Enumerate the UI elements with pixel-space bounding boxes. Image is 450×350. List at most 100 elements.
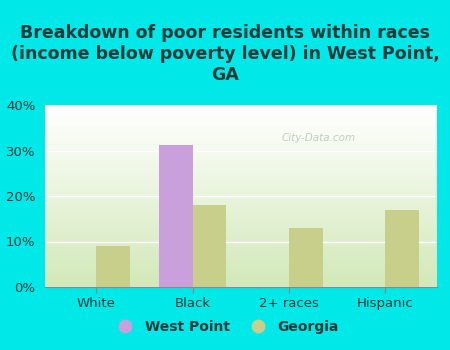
- Bar: [159, 145, 193, 287]
- Bar: [45, 285, 436, 287]
- Bar: [45, 147, 436, 149]
- Bar: [45, 241, 436, 243]
- Bar: [45, 214, 436, 216]
- Bar: [45, 114, 436, 116]
- Bar: [45, 234, 436, 236]
- Bar: [45, 227, 436, 229]
- Bar: [45, 271, 436, 272]
- Bar: [96, 246, 130, 287]
- Bar: [45, 181, 436, 183]
- Bar: [45, 222, 436, 223]
- Bar: [45, 207, 436, 209]
- Bar: [45, 140, 436, 141]
- Bar: [45, 202, 436, 203]
- Bar: [45, 223, 436, 225]
- Bar: [45, 121, 436, 123]
- Bar: [45, 163, 436, 165]
- Bar: [45, 258, 436, 260]
- Bar: [45, 252, 436, 254]
- Bar: [45, 220, 436, 222]
- Bar: [45, 134, 436, 136]
- Bar: [45, 131, 436, 132]
- Bar: [45, 107, 436, 108]
- Bar: [45, 240, 436, 242]
- Bar: [45, 170, 436, 172]
- Bar: [45, 281, 436, 284]
- Bar: [45, 232, 436, 234]
- Bar: [45, 261, 436, 263]
- Bar: [45, 212, 436, 214]
- Bar: [45, 209, 436, 211]
- Bar: [45, 216, 436, 218]
- Bar: [45, 160, 436, 161]
- Bar: [45, 267, 436, 269]
- Bar: [45, 118, 436, 120]
- Bar: [45, 189, 436, 190]
- Bar: [45, 112, 436, 114]
- Bar: [45, 108, 436, 111]
- Bar: [45, 145, 436, 147]
- Bar: [45, 183, 436, 185]
- Bar: [45, 218, 436, 220]
- Bar: [45, 105, 436, 107]
- Bar: [45, 272, 436, 274]
- Bar: [45, 263, 436, 265]
- Bar: [45, 269, 436, 271]
- Bar: [45, 198, 436, 199]
- Bar: [45, 229, 436, 231]
- Bar: [45, 185, 436, 187]
- Bar: [45, 194, 436, 196]
- Bar: [45, 247, 436, 249]
- Bar: [45, 172, 436, 174]
- Bar: [45, 245, 436, 247]
- Bar: [45, 143, 436, 145]
- Bar: [45, 193, 436, 194]
- Bar: [45, 125, 436, 127]
- Bar: [45, 243, 436, 245]
- Bar: [45, 158, 436, 160]
- Bar: [45, 167, 436, 169]
- Bar: [45, 225, 436, 227]
- Bar: [45, 280, 436, 281]
- Bar: [45, 138, 436, 140]
- Bar: [45, 169, 436, 170]
- Bar: [45, 161, 436, 163]
- Bar: [45, 156, 436, 158]
- Bar: [45, 150, 436, 152]
- Bar: [45, 260, 436, 261]
- Bar: [45, 180, 436, 181]
- Bar: [45, 284, 436, 285]
- Bar: [45, 256, 436, 258]
- Bar: [45, 276, 436, 278]
- Bar: [45, 231, 436, 232]
- Bar: [45, 116, 436, 118]
- Bar: [45, 190, 436, 192]
- Bar: [45, 274, 436, 276]
- Bar: [45, 205, 436, 207]
- Bar: [45, 120, 436, 121]
- Text: Breakdown of poor residents within races
(income below poverty level) in West Po: Breakdown of poor residents within races…: [11, 25, 439, 84]
- Bar: [45, 154, 436, 156]
- Text: City-Data.com: City-Data.com: [282, 133, 356, 143]
- Bar: [45, 199, 436, 202]
- Bar: [45, 196, 436, 198]
- Bar: [45, 111, 436, 112]
- Bar: [45, 174, 436, 176]
- Bar: [385, 210, 418, 287]
- Bar: [45, 123, 436, 125]
- Bar: [45, 238, 436, 240]
- Bar: [45, 149, 436, 150]
- Bar: [45, 254, 436, 256]
- Bar: [45, 132, 436, 134]
- Bar: [45, 211, 436, 212]
- Bar: [289, 228, 323, 287]
- Bar: [45, 176, 436, 178]
- Bar: [45, 141, 436, 143]
- Legend: West Point, Georgia: West Point, Georgia: [106, 314, 344, 340]
- Bar: [193, 205, 226, 287]
- Bar: [45, 278, 436, 280]
- Bar: [45, 265, 436, 267]
- Bar: [45, 136, 436, 138]
- Bar: [45, 236, 436, 238]
- Bar: [45, 129, 436, 131]
